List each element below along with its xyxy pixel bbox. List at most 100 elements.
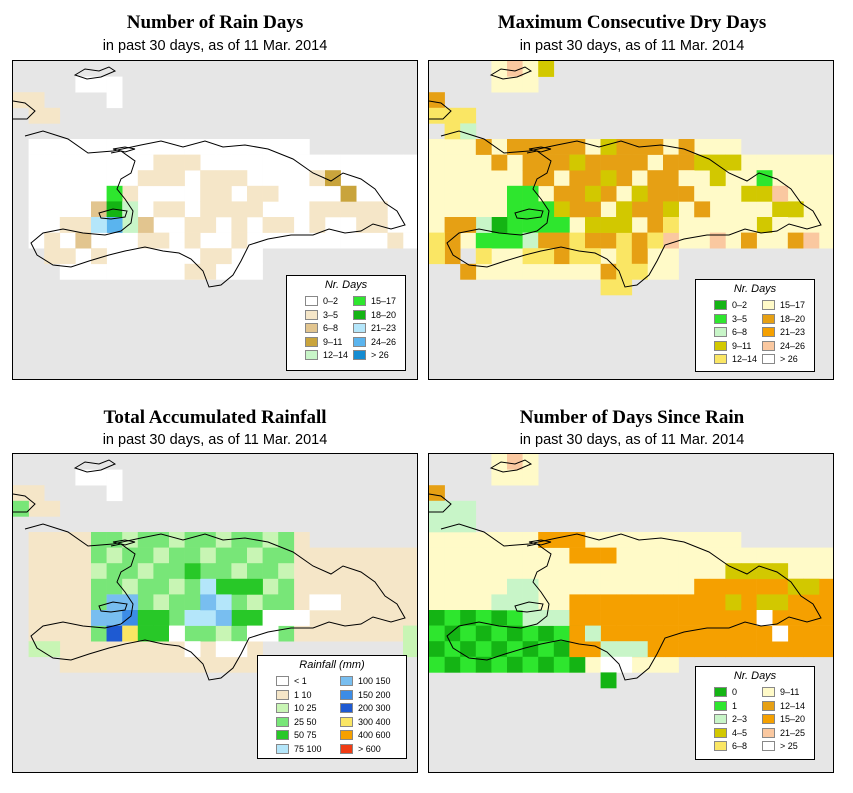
grid-cell (153, 154, 170, 171)
grid-cell (387, 170, 404, 187)
grid-cell (491, 170, 508, 187)
grid-cell (507, 656, 523, 673)
legend-label: 300 400 (358, 716, 391, 727)
grid-cell (756, 170, 773, 187)
grid-cell (553, 610, 570, 626)
grid-cell (309, 563, 326, 580)
legend-swatch (276, 716, 289, 727)
grid-cell (153, 610, 170, 626)
grid-cell (429, 656, 445, 673)
grid-cell (429, 516, 445, 533)
grid-cell (725, 170, 742, 187)
grid-cell (153, 547, 170, 564)
grid-cell (325, 154, 341, 171)
grid-cell (444, 201, 461, 218)
grid-cell (444, 547, 461, 564)
grid-cell (91, 656, 107, 673)
grid-cell (553, 263, 570, 280)
grid-cell (340, 625, 357, 642)
grid-cell (725, 217, 742, 233)
grid-cell (106, 154, 123, 171)
grid-cell (787, 217, 804, 233)
grid-cell (247, 625, 263, 642)
grid-cell (309, 217, 326, 233)
grid-cell (819, 578, 833, 595)
grid-cell (647, 563, 664, 580)
grid-cell (663, 217, 679, 233)
grid-cell (553, 232, 570, 249)
grid-cell (106, 610, 123, 626)
grid-cell (631, 625, 648, 642)
grid-cell (247, 563, 263, 580)
grid-cell (647, 547, 664, 564)
grid-cell (91, 185, 107, 202)
grid-cell (507, 641, 523, 658)
map-grid (429, 61, 833, 296)
grid-cell (403, 594, 417, 611)
grid-cell (600, 154, 617, 171)
grid-cell (538, 547, 555, 564)
grid-cell (184, 248, 201, 265)
legend-label: 15–17 (780, 300, 806, 310)
panel-total-rainfall: Total Accumulated Rainfall in past 30 da… (5, 395, 425, 791)
grid-cell (725, 578, 742, 595)
grid-cell (585, 625, 601, 642)
grid-cell (647, 625, 664, 642)
grid-cell (444, 563, 461, 580)
grid-cell (709, 201, 726, 218)
grid-cell (28, 92, 45, 109)
grid-cell (616, 594, 633, 611)
grid-cell (647, 610, 664, 626)
grid-cell (585, 248, 601, 265)
coastline (528, 146, 552, 153)
grid-cell (725, 201, 742, 218)
grid-cell (356, 625, 373, 642)
grid-cell (569, 201, 586, 218)
grid-cell (309, 170, 326, 187)
legend-label: > 26 (371, 350, 389, 360)
coastline (112, 146, 136, 153)
grid-cell (75, 469, 92, 486)
grid-cell (741, 641, 757, 658)
grid-cell (231, 563, 248, 580)
grid-cell (553, 547, 570, 564)
grid-cell (475, 547, 492, 564)
grid-cell (247, 610, 263, 626)
grid-cell (153, 248, 170, 265)
grid-cell (585, 170, 601, 187)
grid-cell (200, 563, 217, 580)
grid-cell (709, 532, 726, 548)
grid-cell (819, 201, 833, 218)
grid-cell (569, 578, 586, 595)
map-grid (13, 66, 417, 288)
grid-cell (293, 563, 310, 580)
grid-cell (522, 263, 539, 280)
grid-cell (507, 201, 523, 218)
grid-cell (444, 625, 461, 642)
legend-swatch (762, 687, 775, 697)
grid-cell (444, 139, 461, 155)
grid-cell (169, 154, 185, 171)
grid-cell (309, 594, 326, 611)
grid-cell (507, 532, 523, 548)
grid-cell (491, 594, 508, 611)
grid-cell (600, 279, 617, 296)
grid-cell (59, 610, 76, 626)
legend-swatch (353, 350, 366, 360)
legend-swatch (714, 714, 727, 724)
grid-cell (44, 625, 61, 642)
grid-cell (709, 232, 726, 249)
grid-cell (325, 201, 341, 218)
grid-cell (553, 154, 570, 171)
grid-cell (59, 594, 76, 611)
grid-cell (460, 625, 477, 642)
grid-cell (444, 170, 461, 187)
grid-cell (262, 625, 279, 642)
grid-cell (429, 139, 445, 155)
grid-cell (491, 185, 508, 202)
grid-cell (44, 578, 61, 595)
grid-cell (200, 217, 217, 233)
legend-swatch (276, 689, 289, 700)
grid-cell (122, 154, 139, 171)
grid-cell (444, 532, 461, 548)
